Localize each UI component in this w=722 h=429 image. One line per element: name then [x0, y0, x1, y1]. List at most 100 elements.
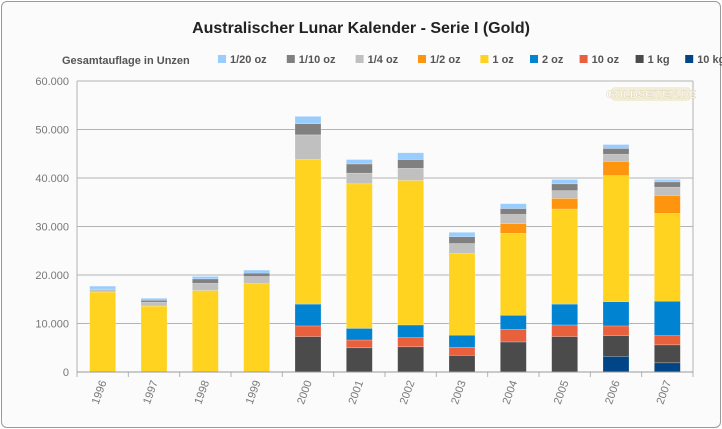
legend-swatch	[418, 55, 426, 63]
bar-segment-14oz	[397, 168, 424, 181]
legend-swatch	[530, 55, 538, 63]
y-tick-label: 40.000	[35, 173, 69, 185]
bar-segment-1kg	[294, 336, 322, 373]
y-axis-label: Gesamtauflage in Unzen	[62, 55, 190, 67]
bar-segment-14oz	[89, 289, 116, 293]
bar-segment-12oz	[602, 161, 630, 176]
bar-segment-1oz	[89, 291, 116, 373]
bar-segment-10oz	[397, 337, 424, 348]
bar-segment-1oz	[192, 290, 219, 373]
y-tick-label: 10.000	[35, 319, 69, 331]
bar-segment-120oz	[602, 144, 630, 149]
bar-segment-10kg	[654, 362, 681, 373]
y-tick-label: 0	[63, 367, 69, 379]
bar-segment-1oz	[602, 175, 630, 302]
bar-segment-120oz	[294, 116, 322, 124]
bar-segment-14oz	[500, 214, 527, 224]
bar-segment-2oz	[551, 303, 578, 326]
bar-segment-10oz	[654, 335, 681, 346]
legend-swatch	[480, 55, 489, 63]
bar-segment-110oz	[602, 148, 630, 155]
legend-label: 10 oz	[592, 54, 620, 66]
legend-label: 1/20 oz	[230, 54, 267, 66]
bar-segment-14oz	[243, 276, 270, 285]
watermark-badge	[611, 87, 691, 101]
bar-segment-110oz	[243, 272, 270, 277]
bar-segment-2oz	[448, 334, 476, 348]
bar-segment-1oz	[140, 305, 168, 373]
bar-segment-1kg	[346, 347, 373, 373]
x-tick-label: 1996	[90, 379, 110, 406]
bar-segment-14oz	[448, 243, 476, 254]
x-tick-label: 1998	[193, 379, 213, 406]
bar-segment-12oz	[500, 223, 527, 234]
bar-segment-10oz	[500, 329, 527, 343]
legend-label: 1/4 oz	[368, 54, 399, 66]
legend-label: 1 kg	[648, 54, 670, 66]
bar-segment-1oz	[294, 159, 322, 305]
bar-segment-14oz	[551, 190, 578, 199]
bar-segment-110oz	[397, 159, 424, 169]
bar-segment-120oz	[346, 159, 373, 165]
x-tick-label: 2006	[603, 379, 623, 406]
legend-swatch	[579, 55, 588, 63]
bar-segment-110oz	[551, 183, 578, 191]
legend-label: 1/10 oz	[299, 54, 336, 66]
bar-segment-12oz	[551, 198, 578, 210]
bar-segment-1kg	[500, 341, 527, 373]
bar-segment-2oz	[294, 303, 322, 327]
bar-segment-2oz	[654, 300, 681, 336]
bar-segment-110oz	[500, 208, 527, 215]
bar-segment-120oz	[500, 203, 527, 209]
bar-segment-1oz	[551, 208, 578, 305]
x-tick-label: 2007	[655, 379, 675, 406]
legend-swatch	[355, 55, 364, 63]
bar-segment-10kg	[602, 356, 630, 373]
bar-segment-10oz	[294, 325, 322, 337]
legend-label: 2 oz	[542, 54, 564, 66]
bar-segment-1oz	[243, 283, 270, 373]
y-tick-label: 30.000	[35, 222, 69, 234]
y-tick-label: 50.000	[35, 125, 69, 137]
x-tick-label: 2000	[295, 379, 315, 406]
x-tick-label: 2003	[449, 379, 469, 406]
bar-segment-12oz	[654, 195, 681, 214]
bar-segment-1kg	[654, 344, 681, 364]
bar-segment-10oz	[448, 346, 476, 356]
bar-segment-10oz	[551, 324, 578, 337]
bar-segment-110oz	[294, 123, 322, 136]
bar-segment-120oz	[192, 276, 219, 280]
bar-segment-14oz	[602, 153, 630, 162]
bar-segment-110oz	[192, 278, 219, 284]
bar-segment-2oz	[602, 301, 630, 327]
bar-segment-120oz	[89, 285, 116, 290]
x-tick-label: 1999	[244, 379, 264, 406]
legend-swatch	[286, 55, 295, 63]
bar-segment-120oz	[448, 232, 476, 237]
bar-segment-1oz	[654, 213, 681, 302]
legend-swatch	[218, 55, 226, 63]
bar-segment-1kg	[397, 346, 424, 373]
bar-segment-120oz	[551, 179, 578, 185]
bar-segment-1oz	[500, 232, 527, 316]
x-tick-label: 1997	[141, 379, 161, 406]
legend-swatch	[635, 55, 644, 63]
bar-segment-1kg	[551, 336, 578, 373]
bar-segment-120oz	[654, 179, 681, 183]
legend-label: 1 oz	[492, 54, 514, 66]
bar-segment-14oz	[294, 134, 322, 160]
bar-segment-14oz	[654, 186, 681, 196]
bar-segment-1oz	[346, 183, 373, 329]
bar-segment-110oz	[654, 181, 681, 188]
bar-segment-10oz	[346, 339, 373, 349]
legend-swatch	[685, 55, 694, 63]
bar-segment-14oz	[140, 301, 168, 307]
y-tick-label: 20.000	[35, 270, 69, 282]
bar-segment-1kg	[448, 355, 476, 373]
bar-segment-1oz	[397, 180, 424, 326]
y-tick-label: 60.000	[35, 76, 69, 88]
bar-segment-14oz	[192, 282, 219, 291]
bar-segment-110oz	[448, 236, 476, 244]
bar-segment-110oz	[346, 163, 373, 174]
